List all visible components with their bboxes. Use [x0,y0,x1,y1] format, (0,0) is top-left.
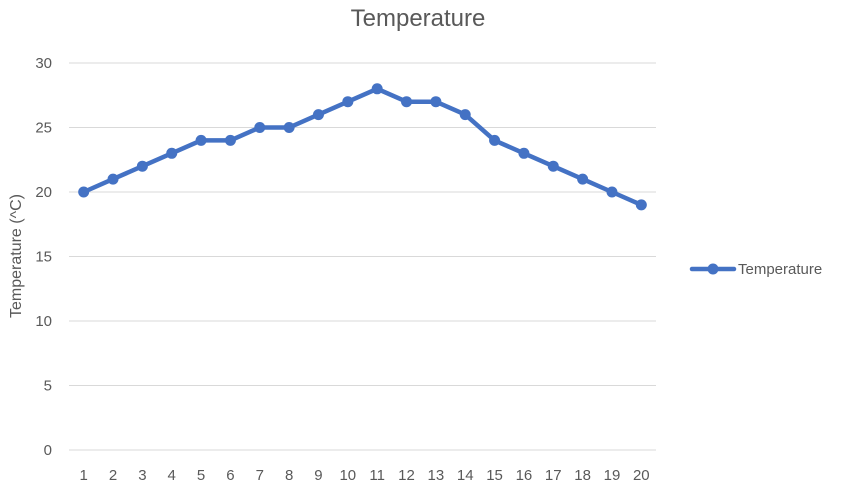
data-point[interactable] [430,96,442,108]
y-tick-label: 30 [35,55,52,72]
legend-item[interactable]: Temperature [689,261,822,278]
x-tick-label: 5 [197,467,205,484]
data-point[interactable] [606,186,618,198]
gridlines [69,62,656,451]
x-tick-label: 4 [168,467,176,484]
x-tick-label: 19 [604,467,621,484]
data-point[interactable] [371,83,383,95]
x-tick-label: 1 [80,467,88,484]
y-axis-title: Temperature (^C) [8,194,25,318]
x-tick-label: 11 [369,467,385,484]
data-point[interactable] [224,134,236,146]
x-tick-label: 10 [339,467,356,484]
x-tick-label: 7 [256,467,264,484]
data-point[interactable] [635,199,647,211]
data-point[interactable] [136,160,148,172]
y-tick-label: 25 [35,120,52,137]
x-tick-label: 2 [109,467,117,484]
data-point[interactable] [489,134,501,146]
data-point[interactable] [107,173,119,185]
y-tick-label: 5 [44,378,52,395]
y-tick-label: 10 [35,313,52,330]
series-layer [78,83,647,211]
x-tick-label: 9 [314,467,322,484]
data-point[interactable] [577,173,589,185]
data-point[interactable] [166,147,178,159]
chart-title: Temperature [351,5,486,32]
x-axis-ticks: 1 2 3 4 5 6 7 8 9 10 11 12 13 14 15 16 17 18 19 20 [80,467,650,484]
y-axis-ticks: 0 5 10 15 20 25 30 [35,55,52,459]
x-tick-label: 15 [486,467,503,484]
x-tick-label: 3 [138,467,146,484]
data-point[interactable] [547,160,559,172]
data-point[interactable] [459,109,471,121]
data-point[interactable] [312,109,324,121]
data-point[interactable] [518,147,530,159]
x-tick-label: 17 [545,467,562,484]
data-point[interactable] [195,134,207,146]
y-tick-label: 0 [44,442,52,459]
x-tick-label: 13 [428,467,445,484]
y-tick-label: 20 [35,184,52,201]
legend-marker [707,263,719,275]
data-point[interactable] [342,96,354,108]
data-point[interactable] [78,186,90,198]
x-tick-label: 16 [516,467,533,484]
x-tick-label: 18 [574,467,591,484]
data-point[interactable] [283,122,295,133]
legend-label: Temperature [738,261,822,278]
data-point[interactable] [254,122,266,133]
x-tick-label: 12 [398,467,415,484]
x-tick-label: 14 [457,467,474,484]
x-tick-label: 8 [285,467,293,484]
y-tick-label: 15 [35,249,52,266]
series-line [81,86,644,208]
legend[interactable]: Temperature [689,261,822,278]
x-tick-label: 6 [226,467,234,484]
data-point[interactable] [401,96,413,108]
x-tick-label: 20 [633,467,650,484]
